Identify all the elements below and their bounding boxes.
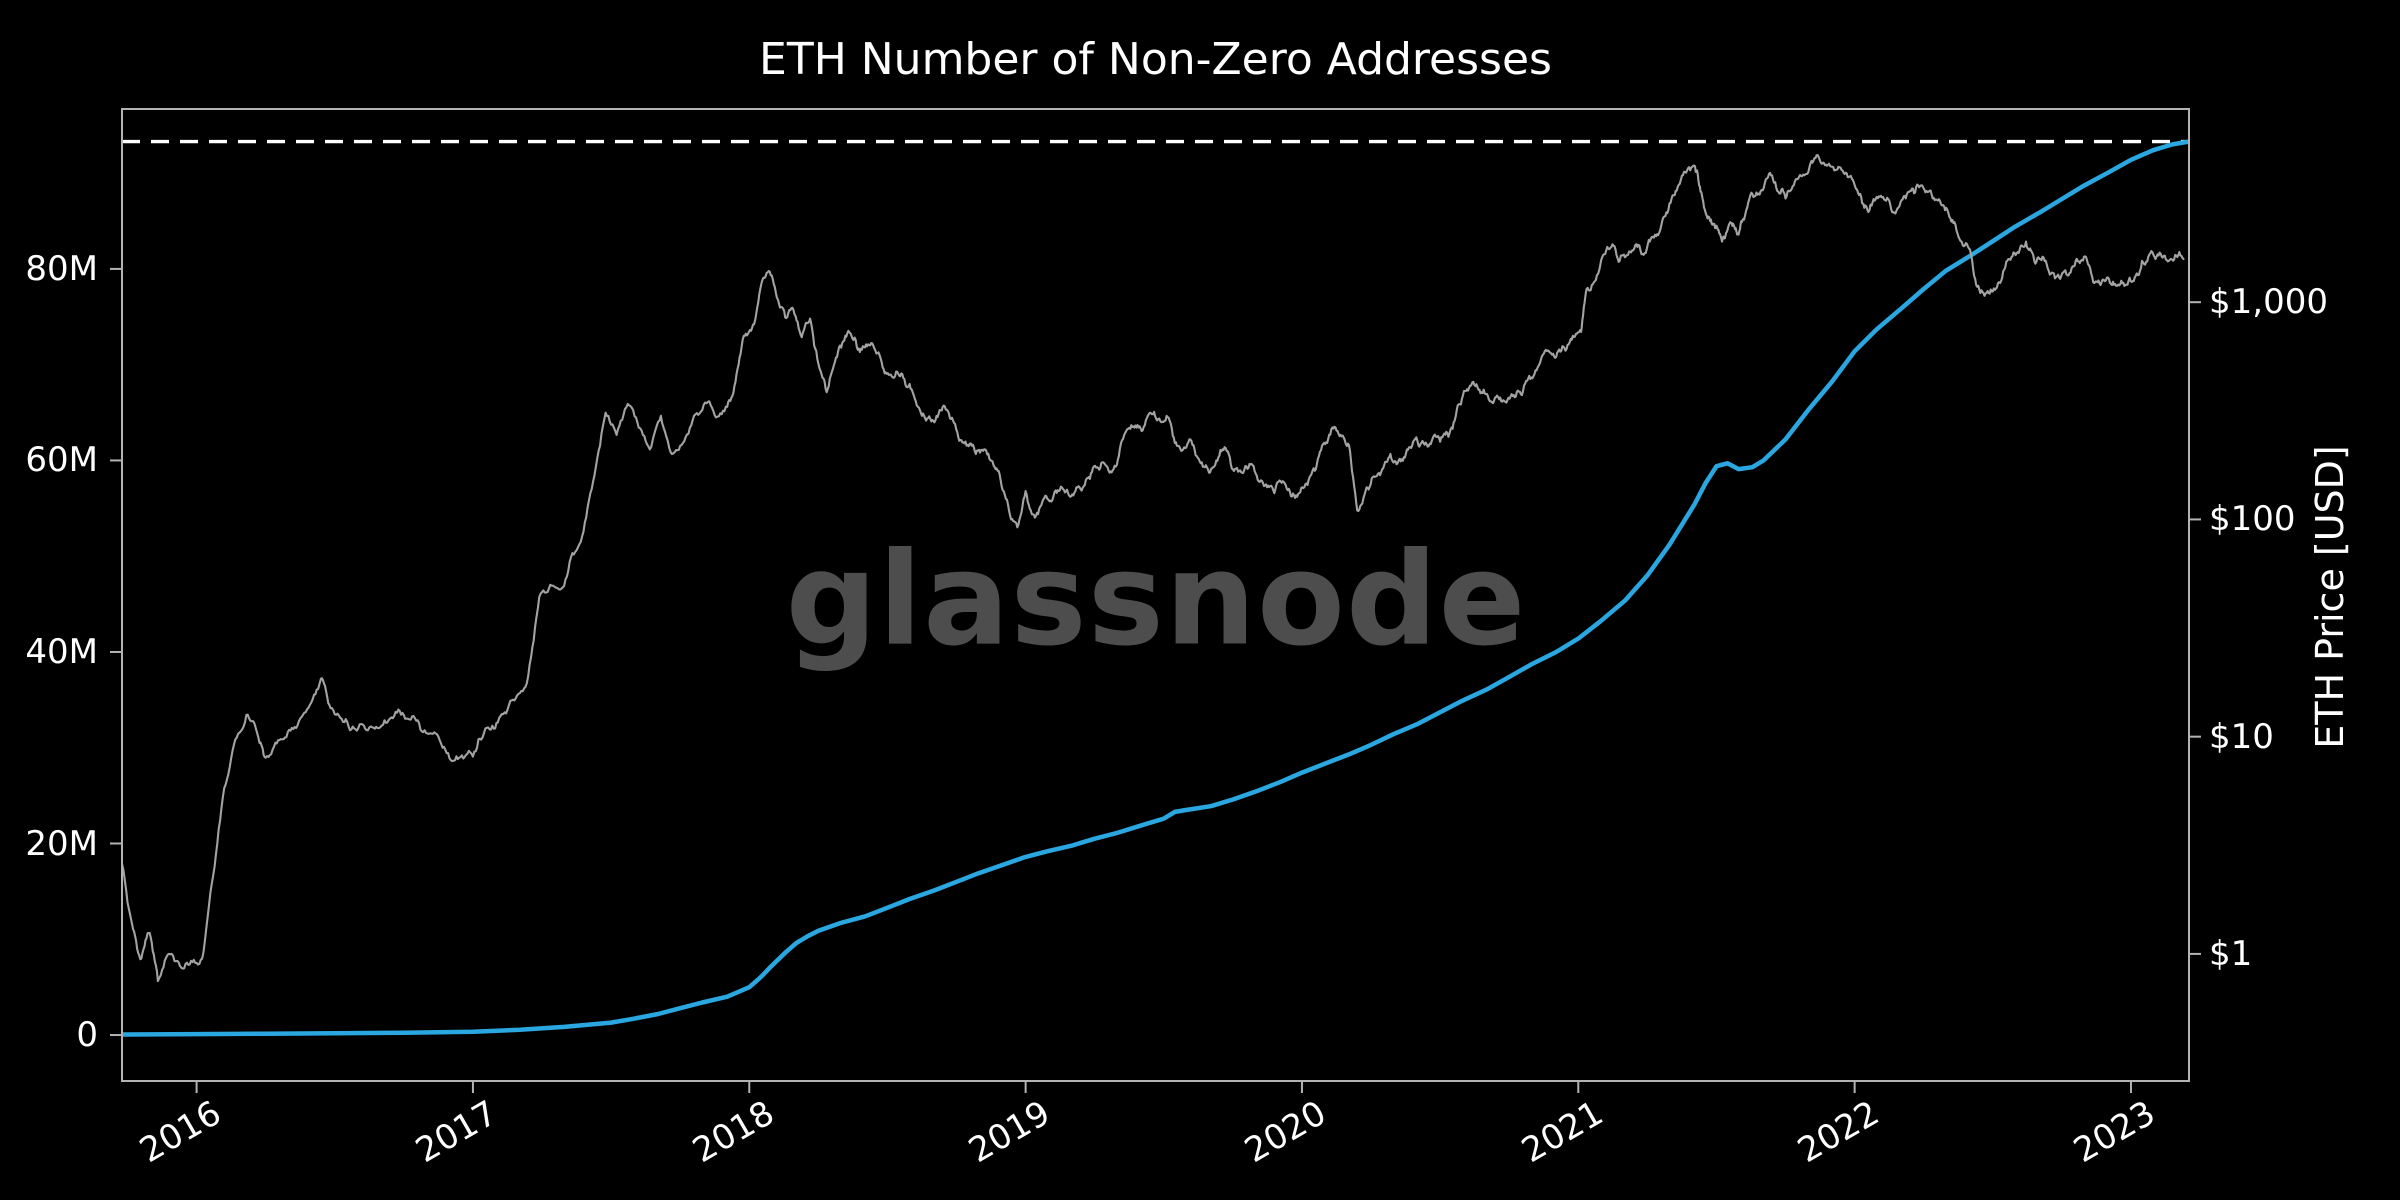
chart-title: ETH Number of Non-Zero Addresses xyxy=(759,34,1552,85)
chart-series-lines xyxy=(122,139,2189,1037)
plot-frame xyxy=(121,108,2190,1082)
series-line-eth-price xyxy=(122,154,2185,983)
axis-tick-marks xyxy=(110,267,2201,1093)
right-axis-title: ETH Price [USD] xyxy=(2308,445,2352,749)
series-line-non-zero-addresses xyxy=(122,139,2189,1037)
glassnode-watermark: glassnode xyxy=(785,525,1527,675)
